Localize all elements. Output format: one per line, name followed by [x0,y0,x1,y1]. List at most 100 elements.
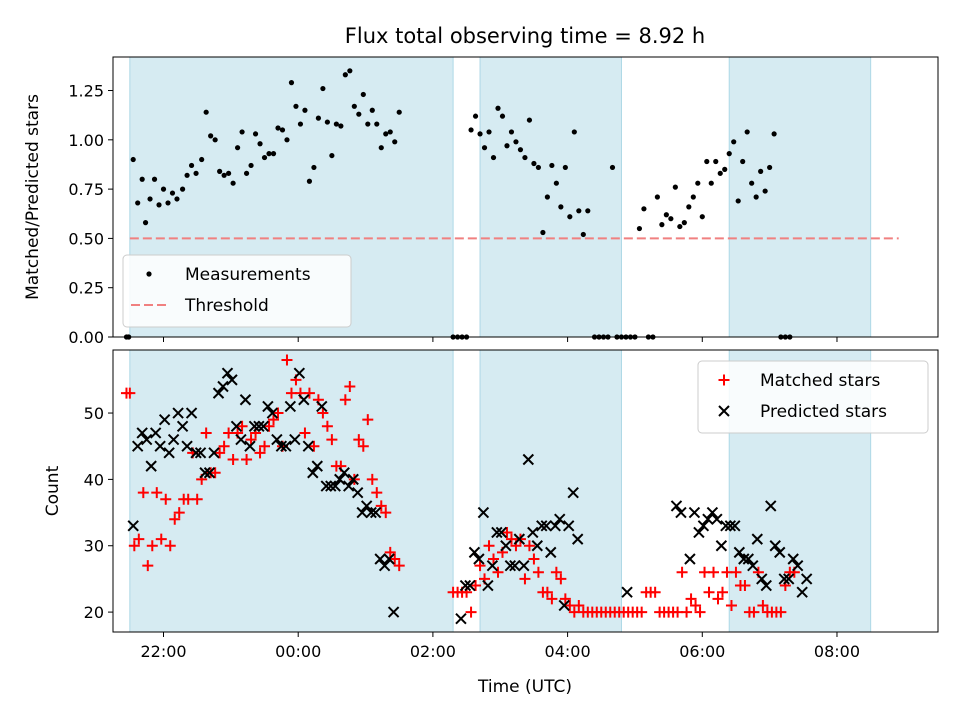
data-point [234,145,241,151]
data-point [378,559,391,572]
data-point [468,546,481,559]
data-point [775,606,787,618]
data-point [677,223,683,230]
data-point [351,486,364,499]
data-point [706,506,719,519]
data-point [384,546,396,558]
data-point [720,520,732,532]
data-point [694,606,706,618]
data-point [127,520,139,532]
data-point [266,407,279,419]
data-point [562,164,568,171]
data-point [140,433,153,446]
data-point [248,420,261,433]
data-point [154,440,166,452]
data-point [239,394,252,406]
data-point [686,204,692,210]
legend-marker [718,374,730,386]
data-point [383,131,389,137]
data-point [333,121,339,127]
data-point [787,553,799,565]
data-point [717,170,723,176]
data-point [339,394,351,406]
data-point [501,526,513,538]
data-point [517,147,524,153]
data-point [540,229,546,236]
data-point [499,113,506,119]
data-point [203,109,209,115]
data-point [338,123,344,129]
data-point [263,420,275,432]
data-point [307,467,319,479]
data-point [235,433,247,446]
data-point [145,460,157,472]
data-point [481,145,488,151]
data-point [191,493,203,505]
data-point [279,127,286,133]
data-point [194,447,207,459]
x-tick-label: 06:00 [679,642,725,661]
data-point [567,214,573,220]
data-point [374,121,380,127]
data-point [128,540,140,552]
data-point [142,220,149,226]
data-point [356,111,362,117]
data-point [791,559,804,572]
data-point [729,520,741,532]
data-point [800,573,813,585]
data-point [369,107,375,113]
y-tick-label: 0.25 [68,279,104,298]
data-point [230,420,243,433]
data-point [513,139,519,145]
data-point [765,500,777,512]
data-point [672,184,678,190]
data-point [531,160,537,167]
data-point [771,131,777,137]
data-point [188,162,195,169]
series-predicted-stars [127,367,813,625]
y-tick-label: 1.25 [68,82,104,101]
data-point [704,158,710,165]
data-point [519,573,531,585]
data-point [532,566,544,578]
data-point [227,453,239,465]
data-point [730,566,742,578]
y-tick-label: 0.00 [68,328,104,347]
data-point [712,593,724,605]
data-point [685,593,697,605]
data-point [783,573,795,585]
data-point [139,176,145,182]
data-point [203,467,216,479]
data-point [147,196,153,202]
data-point [329,480,341,492]
data-point [303,387,315,399]
data-point [217,168,223,174]
data-point [199,467,211,479]
data-point [226,170,232,176]
data-point [699,214,705,220]
data-point [172,407,184,419]
data-point [486,559,499,572]
plot-frame [112,56,939,338]
data-point [326,434,338,446]
data-point [362,414,374,426]
data-point [554,513,566,525]
data-point [130,156,136,163]
data-point [726,151,732,157]
x-axis-label: Time (UTC) [477,677,572,697]
data-point [684,553,696,565]
data-point [248,162,254,169]
data-point [742,553,755,565]
data-point [169,513,181,525]
data-point [375,500,387,512]
y-tick-label: 20 [84,603,104,622]
shaded-interval [479,56,622,338]
data-point [703,586,715,598]
data-point [280,440,292,452]
data-point [769,540,781,552]
x-tick-label: 02:00 [410,642,456,661]
data-point [500,540,512,552]
data-point [545,546,557,559]
data-point [576,208,582,214]
data-point [165,200,171,206]
